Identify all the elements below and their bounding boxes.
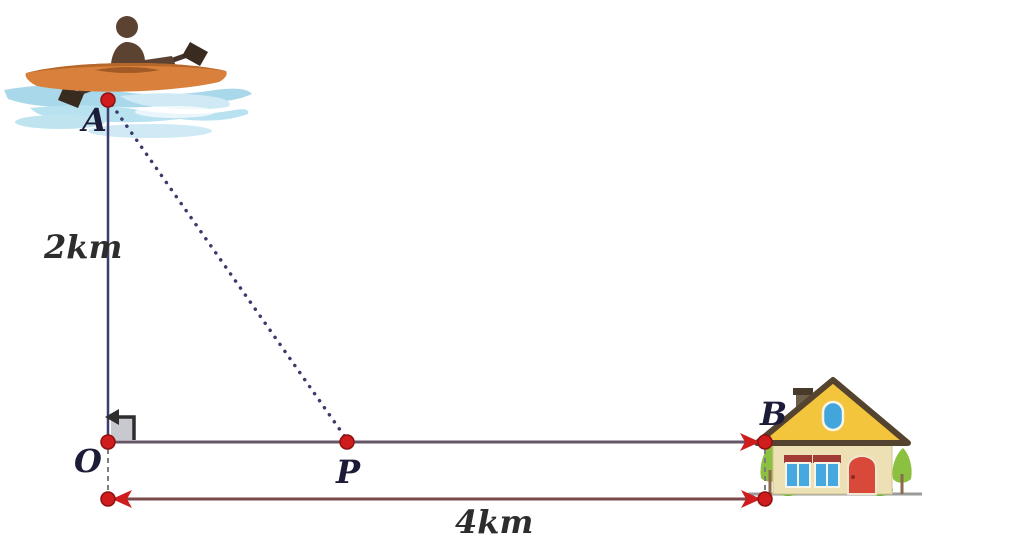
point-label-a: A <box>82 101 107 139</box>
arrowhead-icon <box>112 490 132 508</box>
measure-label-4km: 4km <box>455 503 534 541</box>
house-icon <box>748 377 922 496</box>
arrowhead-icon <box>741 490 761 508</box>
point-dot-b-base <box>757 491 773 507</box>
arrowhead-icon <box>740 433 760 451</box>
measure-label-2km: 2km <box>44 228 123 266</box>
right-angle-icon <box>105 409 136 440</box>
point-label-p: P <box>336 453 361 491</box>
point-label-b: B <box>760 395 788 433</box>
point-dot-b <box>757 434 773 450</box>
point-dot-a <box>100 92 116 108</box>
point-label-o: O <box>74 442 102 480</box>
boat-rower-icon <box>4 16 252 138</box>
point-dot-o-base <box>100 491 116 507</box>
point-dot-p <box>339 434 355 450</box>
point-dot-o <box>100 434 116 450</box>
dotted-path-ap <box>110 103 347 439</box>
